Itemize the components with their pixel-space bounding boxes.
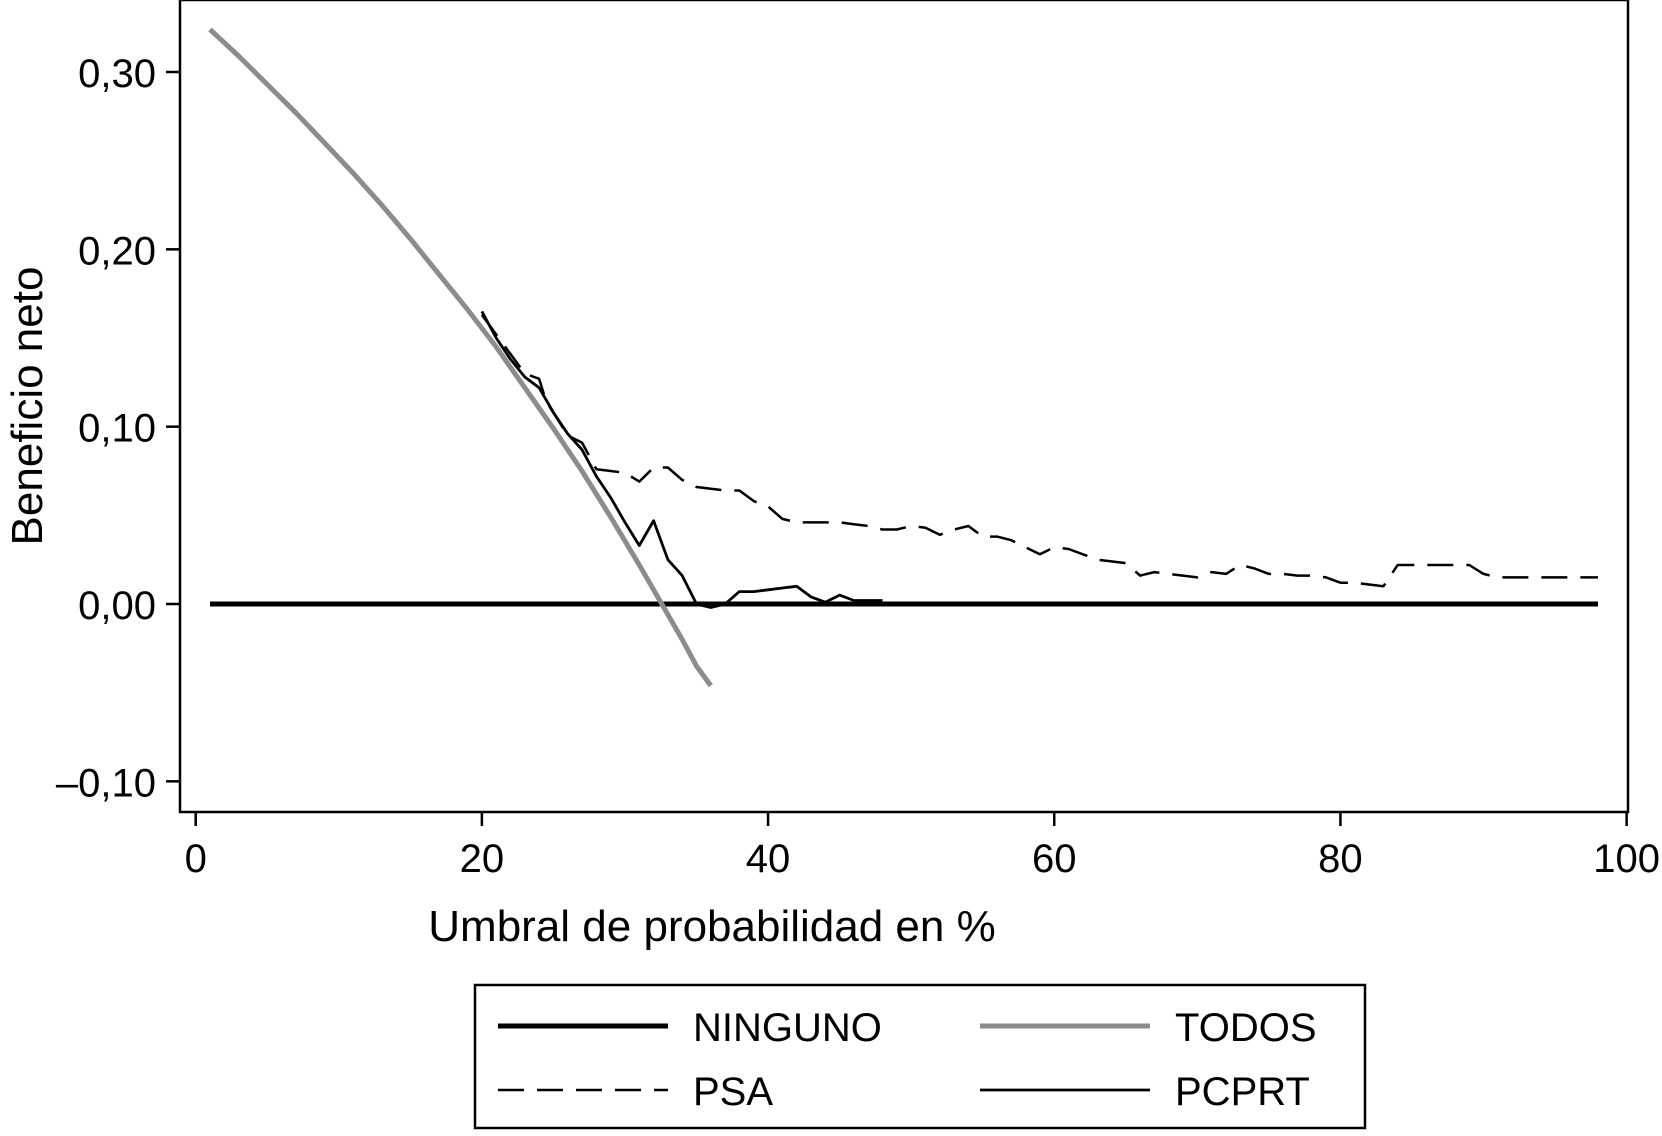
y-axis: –0,10 0,00 0,10 0,20 0,30 <box>56 52 180 805</box>
x-tick-label: 20 <box>460 837 505 881</box>
series-line-pcprt <box>480 310 883 609</box>
legend-label-pcprt: PCPRT <box>1175 1070 1310 1114</box>
y-tick-label: 0,00 <box>78 584 156 628</box>
x-tick-label: 60 <box>1032 837 1077 881</box>
x-axis-label: Umbral de probabilidad en % <box>428 902 995 951</box>
legend: NINGUNO TODOS PSA PCPRT <box>473 983 1367 1130</box>
legend-label-todos: TODOS <box>1175 1006 1317 1050</box>
x-tick-label: 40 <box>746 837 791 881</box>
legend-label-psa: PSA <box>693 1070 773 1114</box>
plot-frame <box>178 0 1630 814</box>
y-tick-label: –0,10 <box>56 761 156 805</box>
y-axis-label: Beneficio neto <box>3 267 52 546</box>
x-tick-label: 0 <box>185 837 207 881</box>
x-tick-label: 100 <box>1593 837 1660 881</box>
x-tick-label: 80 <box>1318 837 1363 881</box>
legend-items: NINGUNO TODOS PSA PCPRT <box>498 1006 1317 1114</box>
x-axis: 0 20 40 60 80 100 <box>185 812 1660 881</box>
series-line-psa <box>480 314 1598 588</box>
series-layer <box>208 27 1598 688</box>
legend-box <box>473 983 1367 1130</box>
legend-label-ninguno: NINGUNO <box>693 1006 882 1050</box>
y-tick-label: 0,10 <box>78 407 156 451</box>
series-line-todos <box>208 27 713 688</box>
y-tick-label: 0,20 <box>78 229 156 273</box>
y-tick-label: 0,30 <box>78 52 156 96</box>
